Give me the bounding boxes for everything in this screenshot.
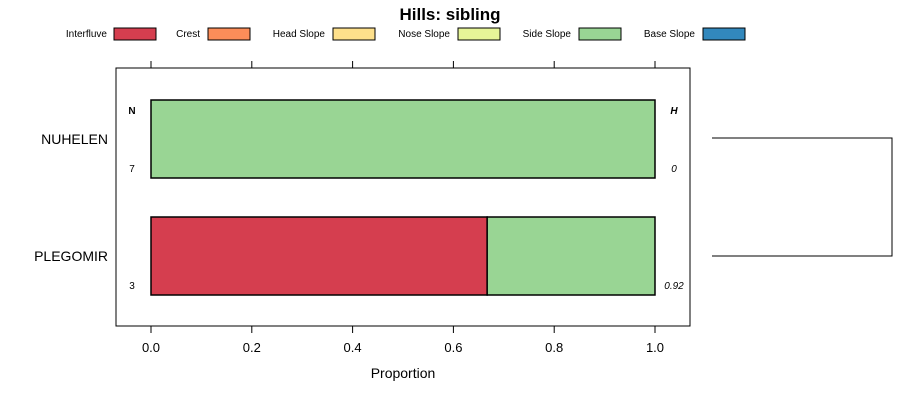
legend-swatch <box>332 27 376 41</box>
chart-title: Hills: sibling <box>399 5 500 24</box>
x-axis: 0.0 0.2 0.4 0.6 0.8 1.0 <box>142 61 664 355</box>
x-tick-label: 1.0 <box>646 340 664 355</box>
x-axis-label: Proportion <box>371 365 436 381</box>
legend-swatch <box>702 27 746 41</box>
h-value: 0.92 <box>664 281 684 292</box>
legend-swatch <box>578 27 622 41</box>
legend-swatch <box>207 27 251 41</box>
bars <box>150 99 656 296</box>
n-header: N <box>128 106 135 117</box>
legend-label: Base Slope <box>644 29 696 40</box>
n-value: 7 <box>129 164 135 175</box>
legend: Interfluve Crest Head Slope Nose Slope Side … <box>66 27 746 41</box>
bar-segment <box>486 216 656 296</box>
h-value: 0 <box>671 164 677 175</box>
x-tick-label: 0.6 <box>444 340 462 355</box>
legend-label: Head Slope <box>273 29 326 40</box>
x-tick-label: 0.0 <box>142 340 160 355</box>
x-tick-label: 0.4 <box>344 340 362 355</box>
category-label: PLEGOMIR <box>34 248 108 264</box>
category-label: NUHELEN <box>41 131 108 147</box>
x-tick-label: 0.2 <box>243 340 261 355</box>
category-labels: NUHELEN PLEGOMIR <box>34 131 108 264</box>
legend-label: Side Slope <box>523 29 572 40</box>
legend-label: Nose Slope <box>398 29 450 40</box>
bar-segment <box>150 99 656 179</box>
x-tick-label: 0.8 <box>545 340 563 355</box>
bar-segment <box>150 216 488 296</box>
legend-label: Crest <box>176 29 200 40</box>
legend-swatch <box>113 27 157 41</box>
plot-frame <box>115 67 691 327</box>
legend-label: Interfluve <box>66 29 108 40</box>
h-header: H <box>670 106 678 117</box>
n-value: 3 <box>129 281 135 292</box>
dendrogram <box>712 137 893 257</box>
legend-swatch <box>457 27 501 41</box>
annotations: 7 0 3 0.92 <box>129 164 684 292</box>
